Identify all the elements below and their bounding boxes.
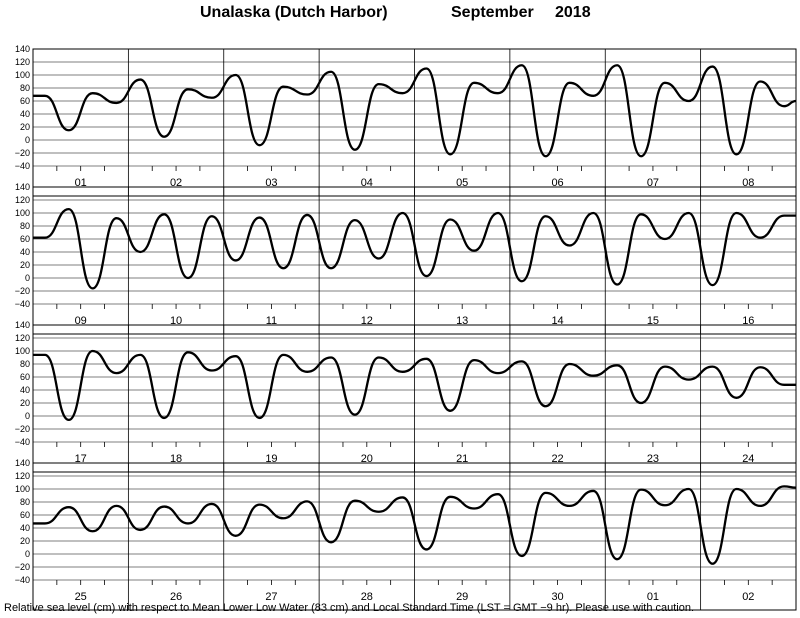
day-label: 22 [551,453,563,465]
day-label: 06 [551,177,563,189]
tide-curve [33,207,796,290]
y-tick-label: 80 [20,221,30,231]
day-label: 24 [742,453,754,465]
y-tick-label: 100 [15,346,30,356]
y-tick-label: 60 [20,372,30,382]
tide-curve [33,64,797,158]
y-tick-label: −40 [15,299,30,309]
title-month: September [451,4,534,21]
y-tick-label: 120 [15,195,30,205]
y-tick-label: −20 [15,562,30,572]
day-label: 21 [456,453,468,465]
y-tick-label: 40 [20,109,30,119]
y-tick-label: −40 [15,575,30,585]
y-tick-label: 20 [20,536,30,546]
y-tick-label: 60 [20,234,30,244]
day-label: 30 [551,591,563,603]
day-label: 15 [647,315,659,327]
y-tick-label: 60 [20,510,30,520]
day-label: 20 [361,453,373,465]
day-label: 04 [361,177,373,189]
y-tick-label: 0 [25,273,30,283]
y-tick-label: 0 [25,549,30,559]
day-label: 28 [361,591,373,603]
y-tick-label: 100 [15,208,30,218]
footnote: Relative sea level (cm) with respect to … [4,602,695,614]
day-label: 26 [170,591,182,603]
day-label: 09 [75,315,87,327]
day-label: 02 [170,177,182,189]
y-tick-label: 100 [15,484,30,494]
y-tick-label: 140 [15,44,30,54]
day-label: 17 [75,453,87,465]
day-label: 03 [265,177,277,189]
y-tick-label: 120 [15,333,30,343]
day-label: 07 [647,177,659,189]
day-label: 16 [742,315,754,327]
day-label: 23 [647,453,659,465]
y-tick-label: 140 [15,182,30,192]
tide-curve [33,349,796,422]
day-label: 18 [170,453,182,465]
day-label: 11 [266,315,277,327]
day-label: 05 [456,177,468,189]
day-label: 01 [647,591,659,603]
y-tick-label: 80 [20,359,30,369]
day-label: 25 [75,591,87,603]
day-label: 08 [742,177,754,189]
chart-title: Unalaska (Dutch Harbor) September 2018 [0,4,800,26]
title-year: 2018 [555,4,591,21]
y-tick-label: 0 [25,135,30,145]
day-label: 02 [742,591,754,603]
day-label: 29 [456,591,468,603]
day-label: 19 [265,453,277,465]
y-tick-label: 140 [15,458,30,468]
y-tick-label: 120 [15,57,30,67]
y-tick-label: 0 [25,411,30,421]
day-label: 01 [75,177,87,189]
y-tick-label: 80 [20,497,30,507]
y-tick-label: −40 [15,161,30,171]
title-location: Unalaska (Dutch Harbor) [200,4,388,21]
y-tick-label: 40 [20,385,30,395]
y-tick-label: −40 [15,437,30,447]
tide-curve [33,485,797,565]
day-label: 12 [361,315,373,327]
y-tick-label: 100 [15,70,30,80]
y-tick-label: 80 [20,83,30,93]
y-tick-label: 140 [15,320,30,330]
y-tick-label: −20 [15,424,30,434]
y-tick-label: 20 [20,398,30,408]
day-label: 27 [265,591,277,603]
y-tick-label: 60 [20,96,30,106]
day-label: 10 [170,315,182,327]
y-tick-label: −20 [15,148,30,158]
y-tick-label: 20 [20,122,30,132]
day-label: 14 [551,315,563,327]
y-tick-label: 120 [15,471,30,481]
y-tick-label: 20 [20,260,30,270]
y-tick-label: 40 [20,247,30,257]
day-label: 13 [456,315,468,327]
y-tick-label: −20 [15,286,30,296]
y-tick-label: 40 [20,523,30,533]
